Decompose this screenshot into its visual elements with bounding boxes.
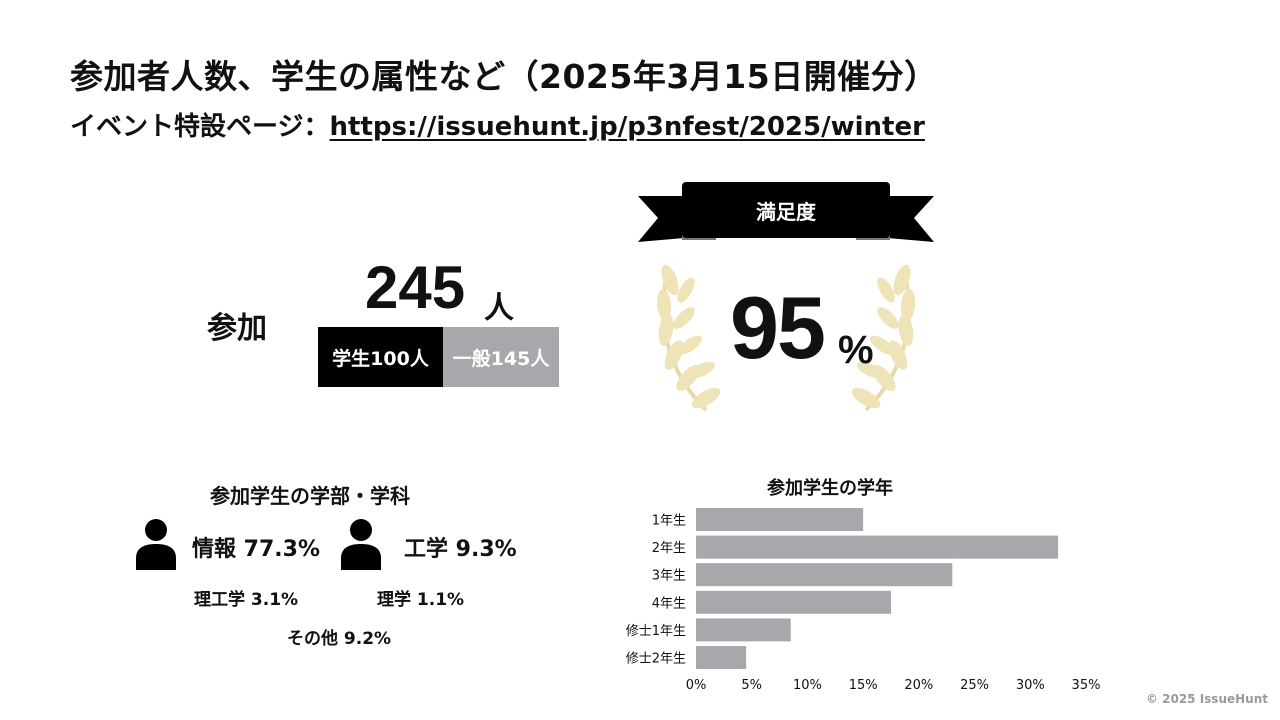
grade-bar	[696, 590, 891, 614]
category-label: 3年生	[652, 569, 686, 584]
ribbon-icon	[638, 182, 934, 242]
category-label: 1年生	[652, 514, 686, 529]
person-icon	[341, 519, 381, 570]
satisfaction-unit: %	[838, 328, 874, 372]
dept-science-engineering: 理工学 3.1%	[194, 590, 299, 610]
x-tick-label: 30%	[1016, 678, 1045, 693]
dept-info: 情報 77.3%	[192, 537, 320, 562]
x-tick-label: 15%	[849, 678, 878, 693]
x-tick-label: 5%	[741, 678, 762, 693]
category-label: 修士1年生	[626, 624, 686, 639]
x-tick-label: 35%	[1072, 678, 1101, 693]
attendance-split-bar: 学生100人 一般145人	[318, 327, 559, 387]
category-label: 2年生	[652, 541, 686, 556]
x-tick-label: 10%	[793, 678, 822, 693]
page-title: 参加者人数、学生の属性など（2025年3月15日開催分）	[70, 57, 938, 96]
x-tick-label: 20%	[904, 678, 933, 693]
laurel-icon	[656, 264, 916, 412]
dept-science: 理学 1.1%	[377, 590, 465, 610]
dept-other: その他 9.2%	[287, 629, 392, 649]
grade-bar	[696, 535, 1059, 559]
grade-bar	[696, 646, 747, 669]
satisfaction-value: 95	[730, 278, 826, 377]
departments-title: 参加学生の学部・学科	[210, 484, 410, 508]
laurel-ribbon-badge	[638, 182, 934, 412]
event-page-line: イベント特設ページ：https://issuehunt.jp/p3nfest/2…	[70, 106, 925, 143]
category-label: 修士2年生	[626, 652, 686, 667]
student-count: 学生100人	[318, 327, 443, 387]
x-tick-label: 25%	[960, 678, 989, 693]
general-count: 一般145人	[443, 327, 559, 387]
x-tick-label: 0%	[686, 678, 707, 693]
attendance-label: 参加	[207, 311, 267, 346]
attendance-unit: 人	[484, 291, 514, 326]
grade-bar	[696, 618, 791, 642]
grade-bar	[696, 508, 864, 531]
dept-engineering: 工学 9.3%	[404, 537, 517, 562]
person-icon	[136, 519, 176, 570]
category-label: 4年生	[652, 596, 686, 611]
attendance-total: 245	[365, 254, 466, 321]
copyright: © 2025 IssueHunt	[1145, 692, 1268, 706]
event-page-link[interactable]: https://issuehunt.jp/p3nfest/2025/winter	[329, 112, 925, 142]
grade-bar	[696, 563, 953, 587]
satisfaction-label: 満足度	[756, 200, 816, 224]
grade-chart-title: 参加学生の学年	[767, 478, 893, 499]
event-page-label: イベント特設ページ：	[70, 112, 330, 142]
